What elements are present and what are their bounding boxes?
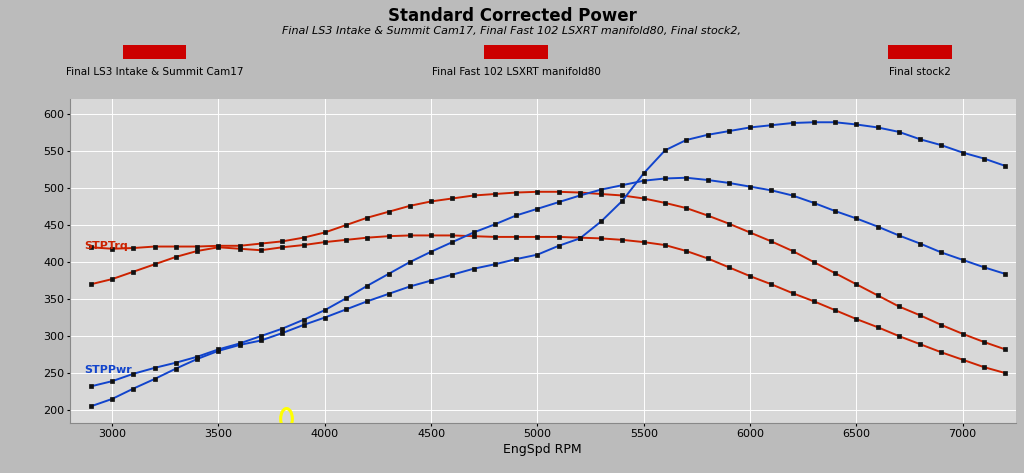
Text: Final LS3 Intake & Summit Cam17, Final Fast 102 LSXRT manifold80, Final stock2,: Final LS3 Intake & Summit Cam17, Final F… — [283, 26, 741, 36]
Text: STPTrq: STPTrq — [85, 241, 128, 251]
Text: Standard Corrected Power: Standard Corrected Power — [387, 7, 637, 25]
Text: STPPwr: STPPwr — [85, 365, 132, 375]
Text: Final LS3 Intake & Summit Cam17: Final LS3 Intake & Summit Cam17 — [66, 67, 244, 77]
Text: Final stock2: Final stock2 — [889, 67, 951, 77]
X-axis label: EngSpd RPM: EngSpd RPM — [504, 443, 582, 456]
Text: Final Fast 102 LSXRT manifold80: Final Fast 102 LSXRT manifold80 — [432, 67, 601, 77]
